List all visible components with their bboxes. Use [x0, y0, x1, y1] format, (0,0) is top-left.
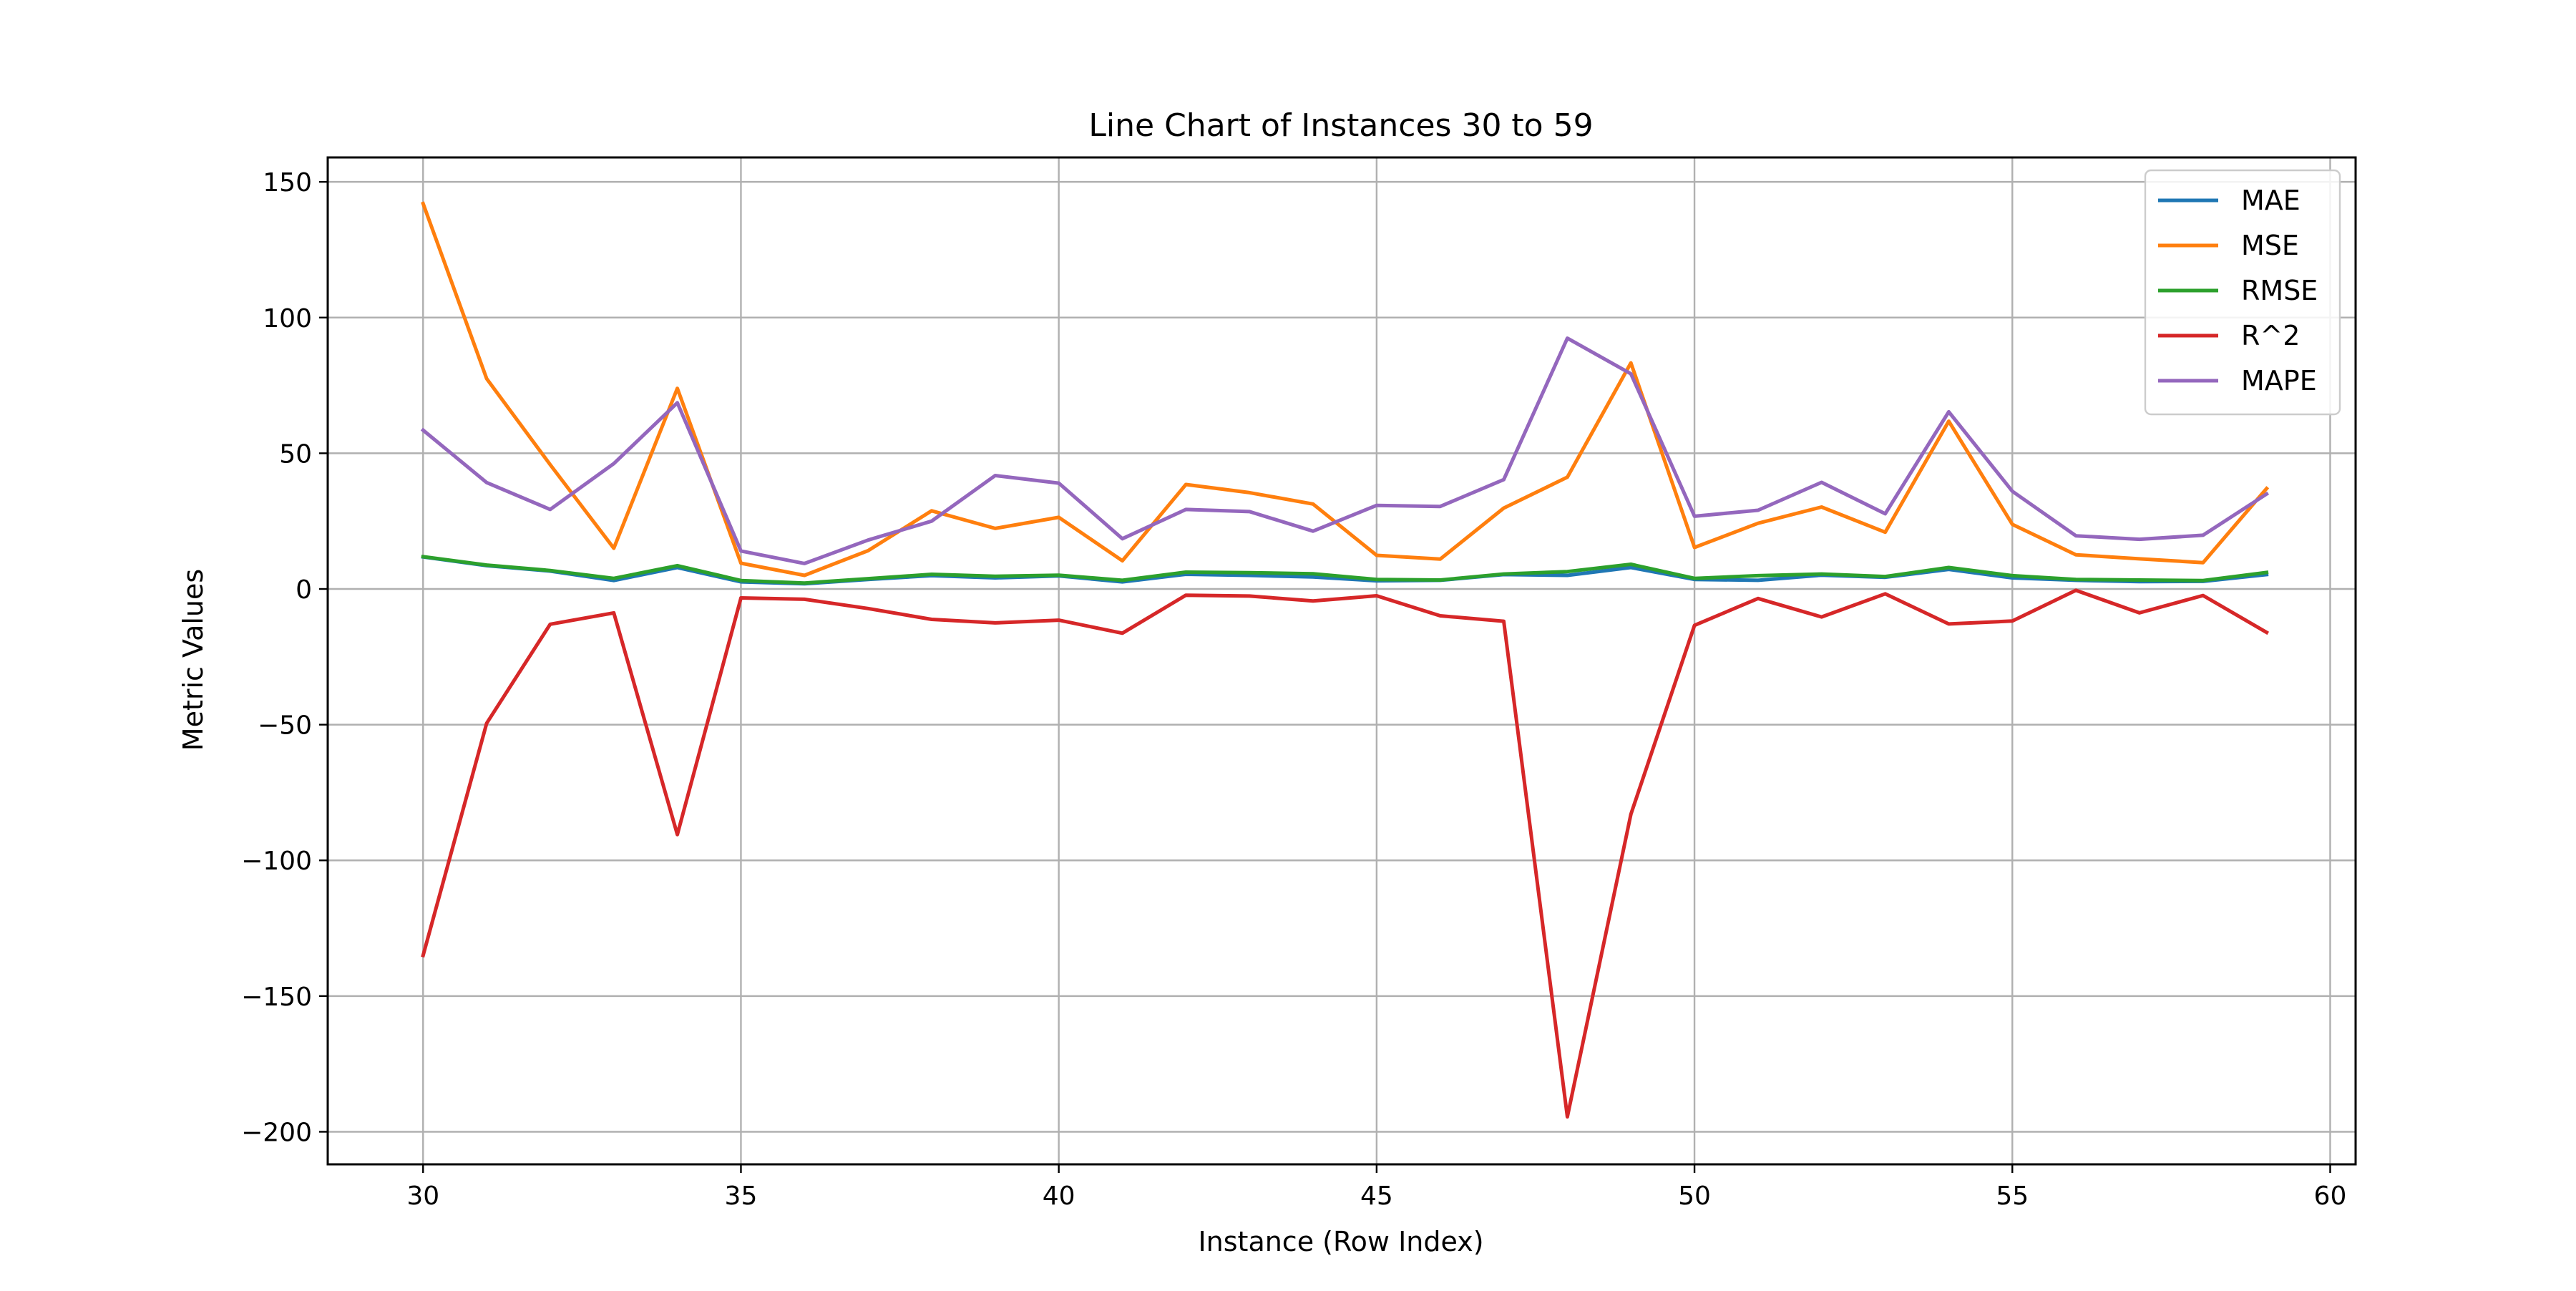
x-tick-label: 55 — [1996, 1182, 2029, 1211]
y-tick-label: 150 — [263, 168, 312, 198]
x-tick-label: 40 — [1043, 1182, 1075, 1211]
plot-frame — [326, 156, 2357, 1166]
series-line-rmse — [421, 555, 2269, 585]
chart-title: Line Chart of Instances 30 to 59 — [1088, 107, 1593, 144]
legend-label: RMSE — [2241, 275, 2318, 306]
series-lines — [420, 201, 2270, 1119]
series-line-r-2 — [421, 588, 2270, 1119]
y-tick-label: 50 — [279, 439, 312, 469]
y-tick-label: 100 — [263, 304, 312, 333]
x-axis-title: Instance (Row Index) — [1198, 1226, 1483, 1257]
y-tick-label: −150 — [241, 983, 312, 1012]
x-tick-label: 45 — [1360, 1182, 1393, 1211]
y-tick-label: −50 — [258, 711, 312, 741]
axis-ticks: 30 35 40 45 50 55 60 150 100 50 0 −50 −100 −150 −200 — [241, 168, 2346, 1211]
legend-box — [2144, 169, 2341, 416]
legend-label: MAPE — [2241, 365, 2317, 396]
x-tick-label: 35 — [725, 1182, 758, 1211]
legend-label: MSE — [2241, 230, 2299, 261]
y-tick-label: −200 — [241, 1118, 312, 1147]
y-tick-label: −100 — [241, 847, 312, 876]
x-tick-label: 60 — [2314, 1182, 2347, 1211]
y-tick-label: 0 — [296, 575, 312, 605]
series-line-mape — [420, 336, 2270, 565]
legend-label: MAE — [2241, 185, 2301, 216]
x-tick-label: 50 — [1678, 1182, 1711, 1211]
x-tick-label: 30 — [406, 1182, 439, 1211]
grid-lines — [328, 157, 2356, 1164]
series-line-mse — [421, 201, 2270, 578]
y-axis-title: Metric Values — [177, 569, 209, 751]
legend: MAE MSE RMSE R^2 MAPE — [2144, 169, 2341, 416]
legend-label: R^2 — [2241, 320, 2300, 351]
